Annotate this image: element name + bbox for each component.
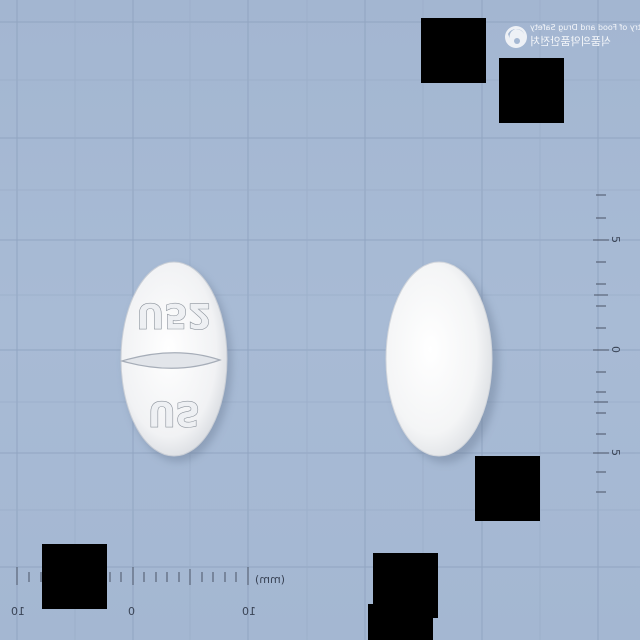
redaction-block (368, 604, 433, 640)
ruler-v-label-zero: 0 (609, 346, 622, 353)
tablet-back (385, 261, 499, 463)
redaction-block (42, 544, 107, 609)
redaction-block (421, 18, 486, 83)
redaction-block (499, 58, 564, 123)
ruler-label-zero: 0 (128, 605, 135, 618)
ruler-v-label-bottom: 5 (609, 449, 622, 456)
ruler-label-right: 10 (242, 605, 256, 618)
mfds-emblem-icon (505, 26, 527, 48)
ruler-horizontal (16, 567, 249, 585)
imprint-bottom: US (148, 393, 200, 433)
ruler-v-label-top: 5 (609, 236, 622, 243)
ruler-unit: (mm) (255, 573, 286, 586)
logo-korean: 식품의약품안전처 (530, 35, 611, 48)
redaction-block (475, 456, 540, 521)
imprint-top: U52 (137, 295, 212, 335)
ruler-vertical (593, 194, 609, 493)
score-line (119, 352, 222, 369)
tablet-front: U52 US (119, 261, 232, 462)
ruler-label-left: 10 (11, 605, 25, 618)
logo-english: Ministry of Food and Drug Safety (530, 23, 640, 32)
